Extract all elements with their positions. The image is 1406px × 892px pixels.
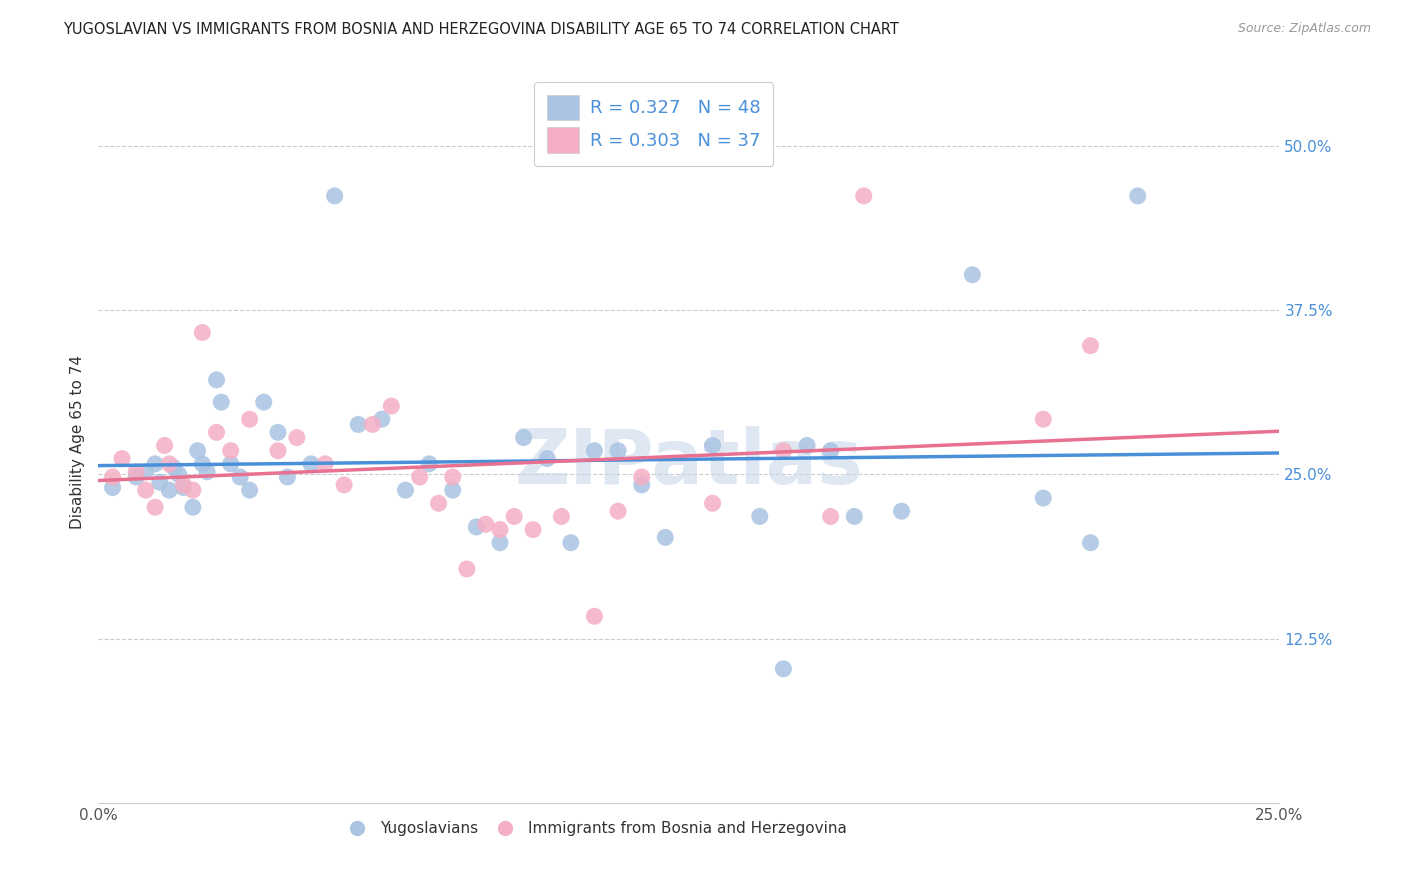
Point xyxy=(361,417,384,432)
Point xyxy=(550,509,572,524)
Point xyxy=(772,662,794,676)
Point xyxy=(157,457,180,471)
Point xyxy=(323,189,346,203)
Point xyxy=(503,509,526,524)
Point xyxy=(560,535,582,549)
Point xyxy=(702,496,724,510)
Point xyxy=(167,467,190,482)
Point xyxy=(630,470,652,484)
Point xyxy=(299,457,322,471)
Point xyxy=(1080,535,1102,549)
Point xyxy=(1080,338,1102,352)
Point xyxy=(607,504,630,518)
Point xyxy=(267,443,290,458)
Point xyxy=(205,373,228,387)
Point xyxy=(135,465,157,479)
Point xyxy=(820,443,842,458)
Point xyxy=(172,481,194,495)
Point xyxy=(219,443,242,458)
Point xyxy=(239,483,262,497)
Point xyxy=(962,268,984,282)
Legend: Yugoslavians, Immigrants from Bosnia and Herzegovina: Yugoslavians, Immigrants from Bosnia and… xyxy=(336,815,853,842)
Point xyxy=(844,509,866,524)
Point xyxy=(276,470,298,484)
Text: ZIPatlas: ZIPatlas xyxy=(515,426,863,500)
Point xyxy=(489,523,512,537)
Point xyxy=(890,504,912,518)
Point xyxy=(465,520,488,534)
Point xyxy=(1032,412,1054,426)
Point xyxy=(408,470,430,484)
Point xyxy=(135,483,157,497)
Point xyxy=(267,425,290,440)
Point xyxy=(239,412,262,426)
Point xyxy=(347,417,370,432)
Point xyxy=(852,189,875,203)
Point xyxy=(191,457,214,471)
Point xyxy=(172,478,194,492)
Point xyxy=(314,457,336,471)
Point xyxy=(371,412,394,426)
Point xyxy=(418,457,440,471)
Point xyxy=(143,457,166,471)
Y-axis label: Disability Age 65 to 74: Disability Age 65 to 74 xyxy=(69,354,84,529)
Point xyxy=(187,443,209,458)
Point xyxy=(475,517,498,532)
Point xyxy=(748,509,770,524)
Point xyxy=(333,478,356,492)
Point xyxy=(253,395,276,409)
Point xyxy=(380,399,402,413)
Point xyxy=(111,451,134,466)
Point xyxy=(394,483,416,497)
Point xyxy=(796,438,818,452)
Point xyxy=(456,562,478,576)
Text: Source: ZipAtlas.com: Source: ZipAtlas.com xyxy=(1237,22,1371,36)
Point xyxy=(1126,189,1149,203)
Point xyxy=(441,470,464,484)
Point xyxy=(702,438,724,452)
Point xyxy=(285,431,308,445)
Point xyxy=(125,470,148,484)
Point xyxy=(441,483,464,497)
Point xyxy=(195,465,218,479)
Point xyxy=(536,451,558,466)
Text: YUGOSLAVIAN VS IMMIGRANTS FROM BOSNIA AND HERZEGOVINA DISABILITY AGE 65 TO 74 CO: YUGOSLAVIAN VS IMMIGRANTS FROM BOSNIA AN… xyxy=(63,22,900,37)
Point xyxy=(607,443,630,458)
Point xyxy=(630,478,652,492)
Point xyxy=(101,481,124,495)
Point xyxy=(583,443,606,458)
Point xyxy=(163,460,186,475)
Point xyxy=(125,465,148,479)
Point xyxy=(181,483,204,497)
Point xyxy=(772,443,794,458)
Point xyxy=(153,438,176,452)
Point xyxy=(1032,491,1054,505)
Point xyxy=(583,609,606,624)
Point xyxy=(654,531,676,545)
Point xyxy=(427,496,450,510)
Point xyxy=(820,509,842,524)
Point xyxy=(101,470,124,484)
Point xyxy=(205,425,228,440)
Point xyxy=(219,457,242,471)
Point xyxy=(209,395,232,409)
Point xyxy=(522,523,544,537)
Point xyxy=(181,500,204,515)
Point xyxy=(143,500,166,515)
Point xyxy=(157,483,180,497)
Point xyxy=(512,431,534,445)
Point xyxy=(229,470,252,484)
Point xyxy=(149,475,172,490)
Point xyxy=(191,326,214,340)
Point xyxy=(489,535,512,549)
